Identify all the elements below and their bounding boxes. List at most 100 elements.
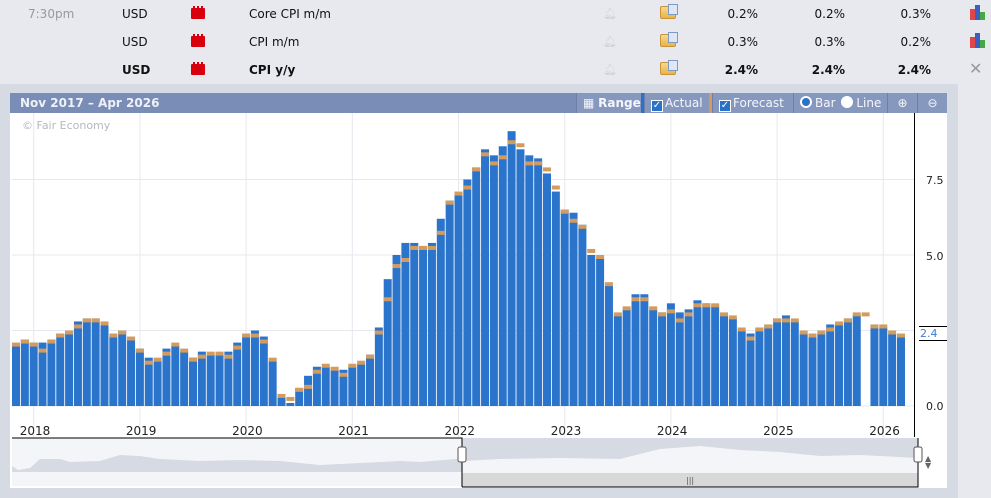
forecast-marker (82, 318, 91, 323)
actual-bar (312, 366, 321, 406)
forecast-marker (118, 330, 127, 335)
zoom-in-icon[interactable]: ⊕ (887, 93, 917, 113)
navigator-scroll-down-icon[interactable]: ▲ ▼ (925, 454, 932, 470)
folder-icon[interactable] (660, 32, 678, 47)
actual-bar (383, 279, 392, 406)
actual-bar (304, 375, 313, 406)
actual-bar (879, 327, 888, 406)
chart-icon[interactable] (970, 5, 986, 20)
actual-bar (773, 318, 782, 406)
actual-color-swatch (641, 93, 644, 113)
radio-selected-icon[interactable] (800, 96, 812, 108)
actual-toggle[interactable]: ✓ Actual (644, 93, 710, 113)
actual-bar (242, 336, 251, 406)
forecast-marker (100, 321, 109, 326)
actual-bar (189, 357, 197, 406)
forecast-marker (516, 143, 525, 148)
actual-bar (578, 224, 587, 406)
forecast-marker (189, 357, 197, 362)
zoom-out-icon[interactable]: ⊖ (917, 93, 947, 113)
forecast-marker (525, 161, 534, 166)
event-title[interactable]: CPI m/m (249, 35, 300, 49)
x-tick-label: 2021 (338, 424, 369, 438)
actual-bar (436, 218, 445, 406)
forecast-marker (29, 342, 38, 347)
actual-bar (56, 333, 65, 406)
actual-bar (481, 149, 490, 407)
forecast-marker (127, 336, 136, 341)
forecast-marker (135, 348, 144, 353)
forecast-marker (489, 161, 498, 166)
radio-icon[interactable] (841, 96, 854, 108)
forecast-marker (746, 336, 755, 341)
actual-bar (153, 360, 162, 406)
forecast-marker (144, 360, 153, 365)
actual-bar (489, 155, 498, 406)
actual-bar (144, 357, 153, 406)
actual-bar (897, 336, 905, 406)
actual-bar (12, 345, 20, 406)
navigator-area (462, 446, 918, 473)
folder-icon[interactable] (660, 4, 678, 19)
forecast-marker (250, 333, 259, 338)
forecast-marker (852, 312, 861, 317)
forecast-marker (835, 321, 844, 326)
forecast-marker (596, 255, 605, 259)
current-value-marker: 2.4 (919, 326, 947, 341)
actual-bar (392, 255, 401, 406)
actual-bar (162, 348, 171, 406)
actual-bar (419, 245, 428, 406)
forecast-marker (693, 303, 702, 308)
forecast-marker (649, 306, 658, 311)
event-row[interactable]: USD CPI m/m 🔔︎ 0.3% 0.3% 0.2% (0, 28, 991, 56)
y-tick-label: 5.0 (926, 250, 944, 263)
currency: USD (122, 63, 151, 77)
range-button[interactable]: ▦ Range (576, 93, 642, 113)
forecast-marker (330, 366, 339, 371)
forecast-marker (162, 351, 171, 356)
actual-bar (330, 369, 339, 406)
event-row[interactable]: 7:30pm USD Core CPI m/m 🔔︎ 0.2% 0.2% 0.3… (0, 0, 991, 28)
bell-icon[interactable]: 🔔︎ (603, 35, 617, 48)
actual-bar (348, 366, 357, 406)
event-title[interactable]: CPI y/y (249, 63, 296, 77)
event-time: 7:30pm (28, 7, 75, 21)
checkbox-checked-icon[interactable]: ✓ (651, 100, 663, 112)
forecast-marker (339, 372, 348, 377)
actual-bar (233, 342, 242, 406)
high-impact-icon (191, 6, 205, 19)
actual-bar (401, 242, 410, 406)
x-tick-label: 2022 (444, 424, 476, 438)
actual-bar (109, 336, 118, 406)
forecast-marker (197, 354, 206, 359)
actual-bar (702, 303, 711, 406)
forecast-marker (755, 327, 764, 332)
actual-bar (339, 369, 348, 406)
forecast-marker (569, 218, 578, 223)
checkbox-checked-icon[interactable]: ✓ (719, 100, 731, 112)
forecast-marker (357, 360, 366, 365)
y-tick-label: 7.5 (926, 174, 944, 187)
forecast-marker (268, 357, 277, 362)
bell-icon[interactable]: 🔔︎ (603, 7, 617, 20)
actual-bar (374, 327, 383, 406)
forecast-marker (684, 312, 693, 317)
forecast-marker (507, 140, 516, 145)
actual-bar (728, 318, 737, 406)
chart-icon[interactable] (970, 33, 986, 48)
forecast-marker (73, 324, 82, 329)
event-title[interactable]: Core CPI m/m (249, 7, 331, 21)
forecast-marker (91, 318, 100, 323)
folder-icon[interactable] (660, 60, 678, 75)
bell-icon[interactable]: 🔔︎ (603, 63, 617, 76)
actual-bar (781, 315, 790, 406)
forecast-marker (799, 330, 808, 335)
close-icon[interactable]: ✕ (969, 59, 983, 78)
forecast-marker (658, 312, 667, 317)
actual-bar (790, 321, 799, 406)
chart-type-selector[interactable]: Bar Line (793, 93, 888, 113)
actual-bar (720, 315, 728, 406)
forecast-toggle[interactable]: ✓ Forecast (712, 93, 794, 113)
actual-bar (799, 333, 808, 406)
event-row-selected[interactable]: USD CPI y/y 🔔︎ 2.4% 2.4% 2.4% ✕ (0, 56, 991, 84)
